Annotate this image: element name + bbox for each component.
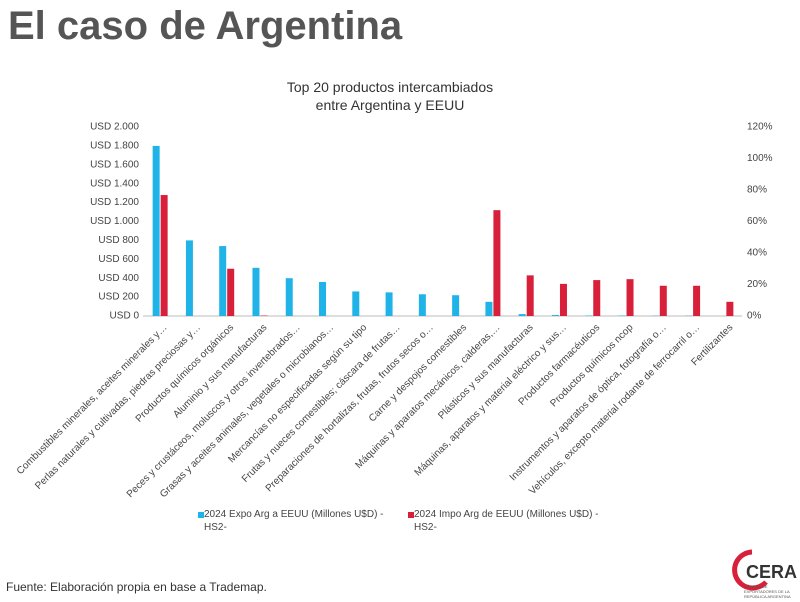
bar (227, 268, 235, 316)
y2-tick-label: 60% (747, 216, 767, 227)
bar (185, 240, 193, 316)
bar (518, 314, 526, 316)
bar (593, 280, 601, 316)
bar (219, 246, 227, 316)
x-tick-label: Instrumentos y aparatos de óptica, fotog… (508, 322, 669, 483)
chart-title: Top 20 productos intercambiados entre Ar… (286, 79, 494, 113)
legend-swatch (408, 512, 414, 518)
y-tick-label: USD 600 (98, 254, 139, 265)
bar (551, 315, 559, 316)
x-tick-label: Máquinas, aparatos y material eléctrico … (413, 322, 569, 478)
bar (485, 301, 493, 316)
y2-tick-label: 40% (747, 248, 767, 259)
bar (659, 285, 667, 316)
bar (385, 292, 393, 316)
y-tick-label: USD 800 (98, 235, 139, 246)
y-tick-label: USD 1.600 (90, 159, 139, 170)
slide-title: El caso de Argentina (8, 4, 403, 48)
bar (418, 294, 426, 316)
x-tick-label: Frutas y nueces comestibles; cáscara de … (240, 322, 403, 485)
y-tick-label: USD 2.000 (90, 122, 139, 133)
y-tick-label: USD 1.400 (90, 178, 139, 189)
bar (559, 283, 567, 316)
y2-tick-label: 20% (747, 279, 767, 290)
bar (526, 275, 534, 316)
y-tick-label: USD 0 (110, 311, 140, 322)
legend-label: 2024 Expo Arg a EEUU (Millones U$D) -HS2… (204, 509, 384, 533)
bar (319, 281, 327, 316)
bar (252, 267, 260, 316)
y-tick-label: USD 1.200 (90, 197, 139, 208)
y-tick-label: USD 200 (98, 292, 139, 303)
y2-tick-label: 80% (747, 185, 767, 196)
bar (152, 145, 160, 316)
y-tick-label: USD 1.800 (90, 141, 139, 152)
y-tick-label: USD 1.000 (90, 216, 139, 227)
bar (285, 278, 293, 316)
y2-tick-label: 100% (747, 153, 773, 164)
y-tick-label: USD 400 (98, 273, 139, 284)
legend-label: 2024 Impo Arg de EEUU (Millones U$D) -HS… (414, 509, 599, 533)
logo-icon (732, 549, 768, 591)
logo: CERA (746, 562, 797, 582)
bar (452, 295, 460, 316)
source: Fuente: Elaboración propia en base a Tra… (6, 580, 267, 594)
bar (693, 285, 701, 316)
logo-subtitle: CÁMARA DE EXPORTADORES DE LA REPÚBLICA A… (744, 584, 791, 599)
bar (352, 291, 360, 316)
bar (493, 210, 501, 316)
bar (626, 279, 634, 316)
bar (726, 301, 734, 316)
y2-tick-label: 120% (747, 122, 773, 133)
legend-swatch (198, 512, 204, 518)
x-tick-label: Combustibles minerales, aceites minerale… (15, 322, 170, 477)
bar (160, 195, 168, 316)
y2-tick-label: 0% (747, 311, 762, 322)
